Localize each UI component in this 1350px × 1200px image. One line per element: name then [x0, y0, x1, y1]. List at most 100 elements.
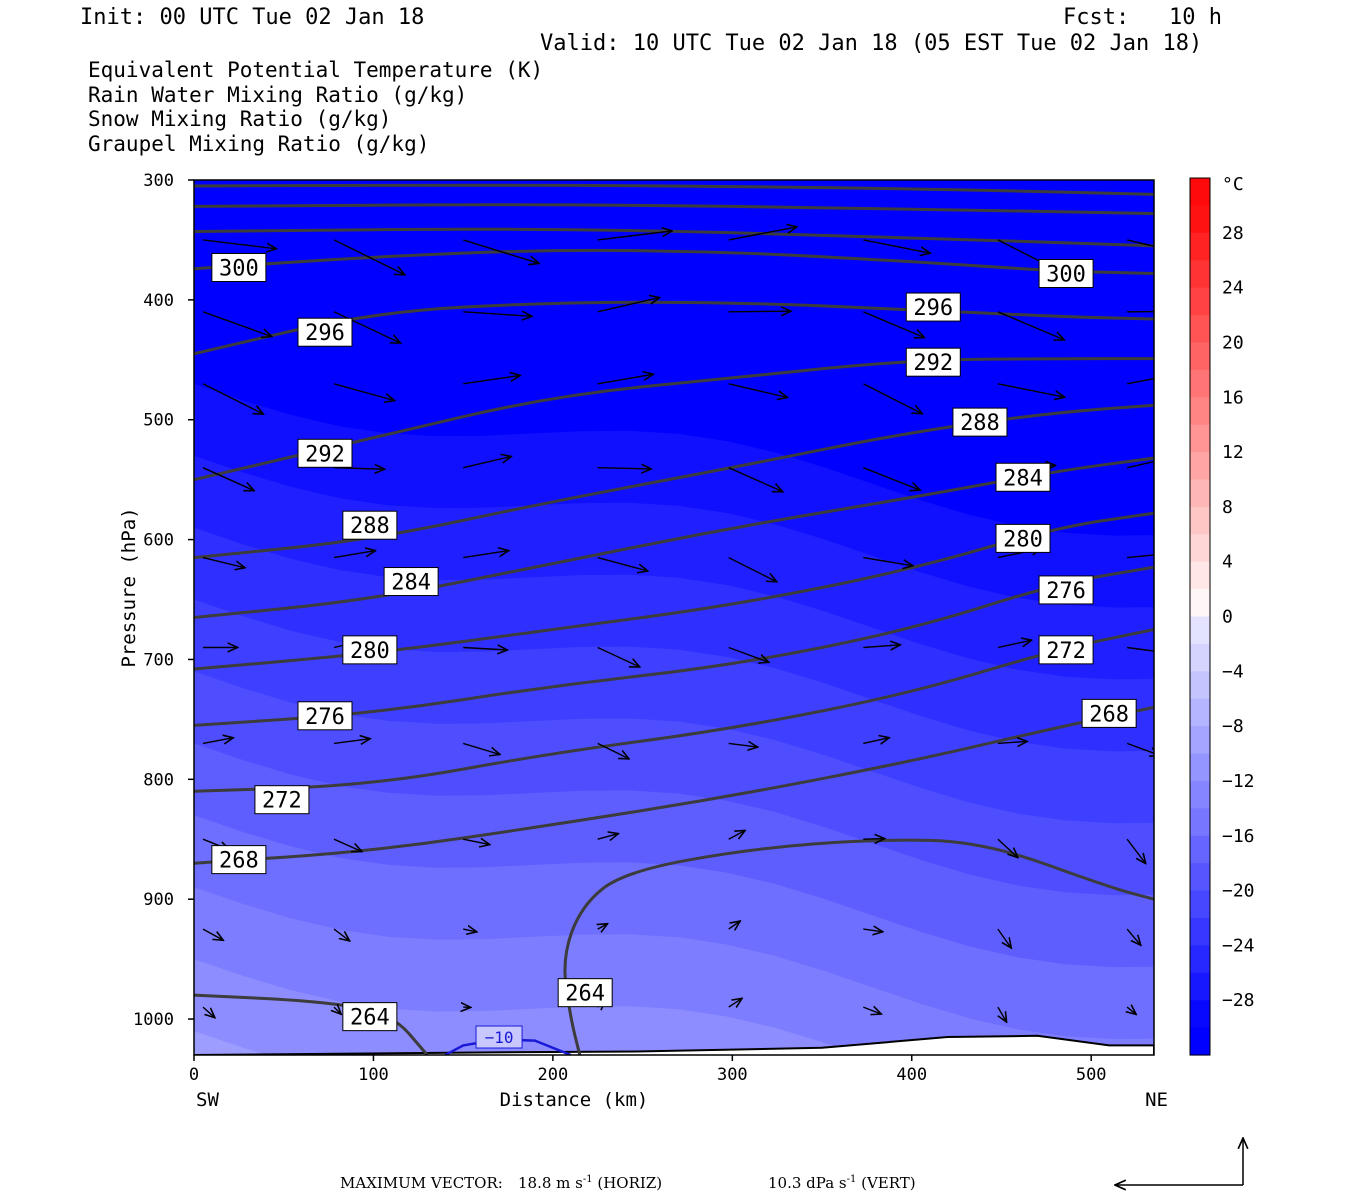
theta-e-contour-308 — [194, 203, 1154, 216]
colorbar-swatch — [1190, 534, 1210, 563]
wind-vector — [997, 311, 1064, 340]
contour-label: 284 — [1003, 466, 1043, 491]
wind-vector — [998, 1006, 1007, 1022]
colorbar-swatch — [1190, 835, 1210, 864]
wind-vector — [728, 467, 783, 492]
colorbar-unit: °C — [1222, 174, 1244, 195]
wind-vector — [863, 556, 913, 566]
y-tick-label: 500 — [143, 411, 174, 431]
wind-vector — [597, 556, 648, 571]
x-end-right: NE — [1145, 1089, 1168, 1111]
wind-vector — [728, 556, 777, 582]
legend-theta-e: Equivalent Potential Temperature (K) — [88, 58, 544, 82]
wind-vector — [333, 551, 376, 559]
theta-e-contour-312 — [194, 183, 1154, 196]
wind-vector — [862, 383, 922, 414]
wind-vector — [997, 928, 1011, 948]
colorbar-tick-label: −28 — [1222, 990, 1255, 1011]
colorbar-swatch — [1190, 643, 1210, 672]
contour-label-box — [905, 292, 961, 322]
reference-vector — [1115, 1138, 1243, 1185]
colorbar-swatch — [1190, 397, 1210, 426]
wind-vector — [597, 374, 654, 385]
wind-vector — [863, 1007, 881, 1014]
y-tick-label: 700 — [143, 650, 174, 670]
wind-vector — [202, 1006, 215, 1018]
contour-label: 292 — [913, 351, 953, 376]
wind-vector — [463, 648, 507, 651]
wind-vector — [728, 646, 769, 663]
colorbar-swatch — [1190, 561, 1210, 590]
colorbar-swatch — [1190, 780, 1210, 809]
contour-label: 288 — [350, 514, 390, 539]
wind-vector — [863, 239, 930, 253]
colorbar-tick-label: −20 — [1222, 881, 1255, 902]
colorbar-tick-label: 12 — [1222, 442, 1244, 463]
contour-label-box — [383, 567, 439, 597]
wind-vector — [1126, 928, 1141, 945]
colorbar-swatch — [1190, 698, 1210, 727]
contour-label: 268 — [1089, 702, 1129, 727]
legend-graupel: Graupel Mixing Ratio (g/kg) — [88, 132, 430, 156]
temperature-band — [194, 959, 1154, 1055]
wind-vector — [597, 646, 640, 668]
wind-vector — [997, 640, 1032, 649]
wind-vector — [597, 468, 652, 469]
theta-e-contour-300 — [194, 248, 1154, 275]
x-tick-label: 500 — [1076, 1065, 1107, 1085]
contour-label-box — [297, 317, 353, 347]
y-axis-label: Pressure (hPa) — [118, 507, 140, 667]
colorbar-swatch — [1190, 917, 1210, 946]
colorbar-tick-label: 16 — [1222, 387, 1244, 408]
wind-vector — [1126, 742, 1154, 755]
colorbar-tick-label: −8 — [1222, 716, 1244, 737]
colorbar-swatch — [1190, 479, 1210, 508]
contour-label-box — [342, 510, 398, 540]
wind-vector — [202, 928, 223, 940]
contour-label: 292 — [305, 442, 345, 467]
x-tick-label: 0 — [189, 1065, 199, 1085]
wind-vector — [1127, 1007, 1136, 1014]
y-tick-label: 300 — [143, 171, 174, 191]
init-time: Init: 00 UTC Tue 02 Jan 18 — [80, 5, 425, 30]
legend-rain-water: Rain Water Mixing Ratio (g/kg) — [88, 83, 468, 107]
y-tick-label: 1000 — [133, 1010, 174, 1030]
wind-vector — [462, 239, 539, 264]
wind-vector — [863, 738, 889, 744]
wind-vector — [598, 924, 608, 929]
contour-label: 264 — [350, 1006, 390, 1031]
contour-label-box — [211, 845, 267, 875]
legend-snow: Snow Mixing Ratio (g/kg) — [88, 107, 392, 131]
x-axis-label: Distance (km) — [500, 1089, 649, 1111]
contour-label-box — [254, 785, 310, 815]
colorbar-tick-label: −24 — [1222, 935, 1255, 956]
colorbar-swatch — [1190, 452, 1210, 481]
y-tick-label: 400 — [143, 291, 174, 311]
wind-vector — [463, 312, 532, 317]
colorbar-tick-label: −16 — [1222, 826, 1255, 847]
colorbar-swatch — [1190, 589, 1210, 618]
contour-label: 276 — [305, 705, 345, 730]
contour-label: 272 — [262, 789, 302, 814]
colorbar-swatch — [1190, 671, 1210, 700]
contour-label: 284 — [391, 571, 431, 596]
isotherm-label: −10 — [485, 1028, 514, 1047]
colorbar-tick-label: 0 — [1222, 607, 1233, 628]
wind-vector — [333, 468, 385, 470]
contour-label-box — [211, 253, 267, 282]
colorbar-swatch — [1190, 616, 1210, 645]
contour-label-box — [297, 438, 353, 468]
wind-vector — [728, 743, 758, 747]
x-tick-label: 200 — [538, 1065, 569, 1085]
wind-vector — [728, 830, 746, 840]
colorbar-swatch — [1190, 178, 1210, 207]
contour-label-box — [1081, 698, 1137, 728]
wind-vector — [597, 834, 619, 840]
wind-vector — [333, 311, 401, 343]
wind-vector — [997, 838, 1018, 857]
wind-vector — [1126, 239, 1154, 247]
contour-label-box — [1038, 258, 1094, 288]
wind-vector — [863, 311, 924, 338]
wind-vector — [463, 839, 490, 844]
contour-label-box — [995, 462, 1051, 492]
